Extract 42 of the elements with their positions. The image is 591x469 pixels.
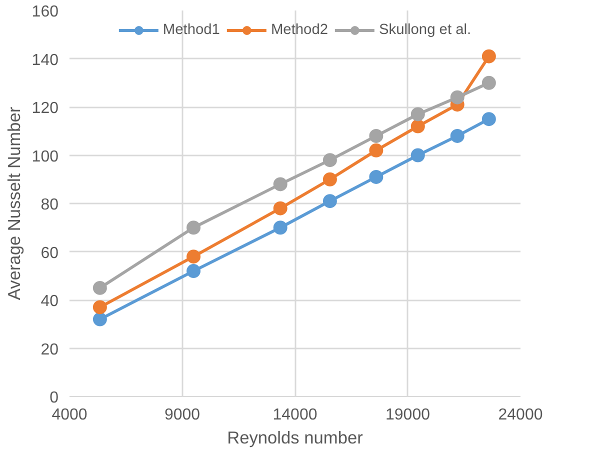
point [369,128,384,143]
point [322,172,337,186]
x-tick-label: 24000 [498,406,543,424]
legend-label: Method1 [162,22,220,38]
point [482,49,496,64]
point [369,170,384,184]
point [92,300,107,314]
x-tick-label: 14000 [272,406,318,424]
point [410,107,425,122]
point [273,220,288,235]
point [92,280,107,295]
y-axis-title: Average Nusselt Number [4,106,24,300]
point [450,90,464,104]
y-tick-label: 0 [50,390,59,406]
x-tick-label: 19000 [386,406,430,424]
legend-label: Method2 [270,22,328,38]
y-tick-label: 40 [40,293,59,310]
point [273,177,288,192]
point [273,201,288,216]
y-tick-label: 100 [32,148,59,166]
y-tick-label: 120 [32,100,59,117]
y-tick-label: 60 [40,244,59,262]
y-tick-label: 80 [40,196,59,214]
x-axis-title: Reynolds number [227,428,364,448]
y-tick-label: 20 [40,341,59,358]
point [186,264,201,278]
x-tick-label: 4000 [52,406,88,424]
point [369,143,384,158]
point [410,148,425,162]
x-tick-label: 9000 [164,406,200,424]
point [186,250,201,264]
point [322,153,337,168]
y-tick-label: 140 [32,52,59,69]
y-tick-label: 160 [32,4,59,20]
point [482,112,496,126]
point [482,76,496,90]
legend-label: Skullong et al. [379,22,472,38]
point [322,194,337,208]
point [450,128,464,143]
point [92,312,107,326]
point [186,220,201,235]
point [410,119,425,134]
